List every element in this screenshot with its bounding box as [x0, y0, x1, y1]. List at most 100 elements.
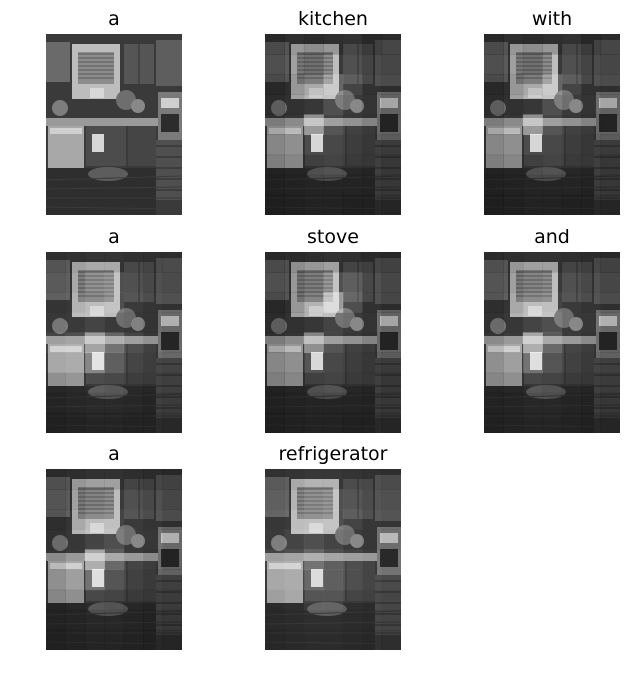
attention-cell: [46, 332, 66, 354]
attention-cell: [484, 272, 504, 293]
attention-cell: [362, 570, 382, 591]
attention-cell: [323, 589, 344, 611]
attention-cell: [284, 352, 305, 374]
attention-cell: [362, 629, 383, 650]
attention-cell: [581, 352, 602, 374]
attention-cell: [46, 549, 66, 571]
attention-cell: [503, 392, 524, 414]
attention-cell: [162, 352, 182, 374]
attention-cell: [561, 74, 582, 95]
attention-cell: [303, 549, 324, 571]
attention-cell: [484, 372, 504, 394]
attention-cell: [561, 34, 582, 55]
attention-cell: [85, 292, 105, 313]
attention-cell: [46, 252, 66, 273]
attention-cell: [522, 94, 543, 115]
attention-cell: [303, 589, 324, 611]
attention-cell: [143, 629, 164, 650]
attention-cell: [362, 252, 383, 273]
attention-cell: [503, 252, 524, 273]
attention-cell: [600, 352, 620, 374]
attention-cell: [600, 174, 620, 196]
attention-cell: [323, 54, 343, 75]
attention-cell: [522, 194, 543, 215]
attention-cell: [104, 272, 125, 293]
attention-cell: [265, 392, 285, 414]
attention-cell: [581, 252, 602, 273]
attention-cell: [104, 529, 125, 550]
attention-cell: [143, 549, 164, 571]
attention-cell: [381, 489, 401, 510]
attention-cell: [65, 412, 86, 433]
attention-cell: [503, 114, 524, 136]
attention-cell: [46, 372, 66, 394]
attention-cell: [303, 174, 324, 196]
attention-cell: [484, 34, 504, 55]
attention-cell: [303, 529, 324, 550]
attention-cell: [323, 352, 344, 374]
attention-cell: [65, 352, 86, 374]
attention-cell: [381, 372, 401, 394]
attention-cell: [123, 569, 144, 591]
attention-cell: [303, 94, 324, 115]
attention-cell: [46, 489, 66, 510]
attention-cell: [503, 412, 524, 433]
attention-cell: [84, 609, 105, 631]
attention-cell: [284, 292, 305, 313]
attention-cell: [581, 134, 602, 156]
attention-cell: [342, 609, 363, 631]
attention-cell: [284, 54, 305, 75]
attention-cell: [323, 154, 344, 176]
attention-cell: [143, 352, 164, 374]
attention-cell: [342, 332, 363, 354]
attention-cell: [581, 372, 602, 394]
attention-cell: [303, 54, 324, 75]
attention-cell: [65, 549, 85, 570]
attention-cell: [362, 469, 383, 490]
attention-cell: [65, 489, 86, 510]
attention-cell: [104, 469, 125, 490]
attention-cell: [46, 589, 66, 611]
attention-cell: [381, 589, 401, 611]
attention-cell: [542, 352, 563, 374]
attention-cell: [124, 292, 144, 313]
attention-cell: [303, 154, 324, 176]
attention-cell: [303, 392, 324, 414]
attention-cell: [323, 74, 344, 95]
panel-title: and: [534, 226, 570, 248]
attention-cell: [600, 272, 620, 293]
attention-cell: [362, 352, 383, 374]
attention-cell: [323, 252, 344, 273]
attention-cell: [323, 292, 344, 313]
attention-cell: [303, 252, 324, 273]
attention-cell: [265, 154, 285, 176]
attention-cell: [84, 312, 105, 333]
attention-cell: [503, 332, 523, 353]
attention-cell: [342, 114, 363, 136]
attention-cell: [303, 74, 324, 95]
attention-cell: [600, 392, 620, 414]
scene-graphic: [265, 469, 401, 650]
attention-cell: [600, 312, 620, 333]
attention-cell: [162, 629, 182, 650]
attention-cell: [503, 352, 524, 374]
attention-cell: [323, 312, 344, 333]
attention-cell: [561, 352, 582, 374]
attention-cell: [323, 134, 344, 156]
scene-graphic: [484, 34, 620, 215]
attention-cell: [522, 312, 543, 333]
attention-cell: [581, 154, 602, 176]
attention-cell: [381, 312, 401, 333]
attention-cell: [381, 609, 401, 631]
attention-cell: [323, 509, 344, 530]
attention-cell: [561, 412, 582, 433]
attention-cell: [600, 332, 620, 354]
attention-cell: [381, 114, 401, 136]
attention-cell: [542, 392, 563, 414]
attention-cell: [484, 352, 504, 374]
attention-cell: [123, 392, 144, 414]
attention-cell: [342, 292, 363, 313]
attention-cell: [342, 134, 363, 156]
attention-cell: [104, 589, 125, 611]
attention-cell: [484, 134, 504, 156]
